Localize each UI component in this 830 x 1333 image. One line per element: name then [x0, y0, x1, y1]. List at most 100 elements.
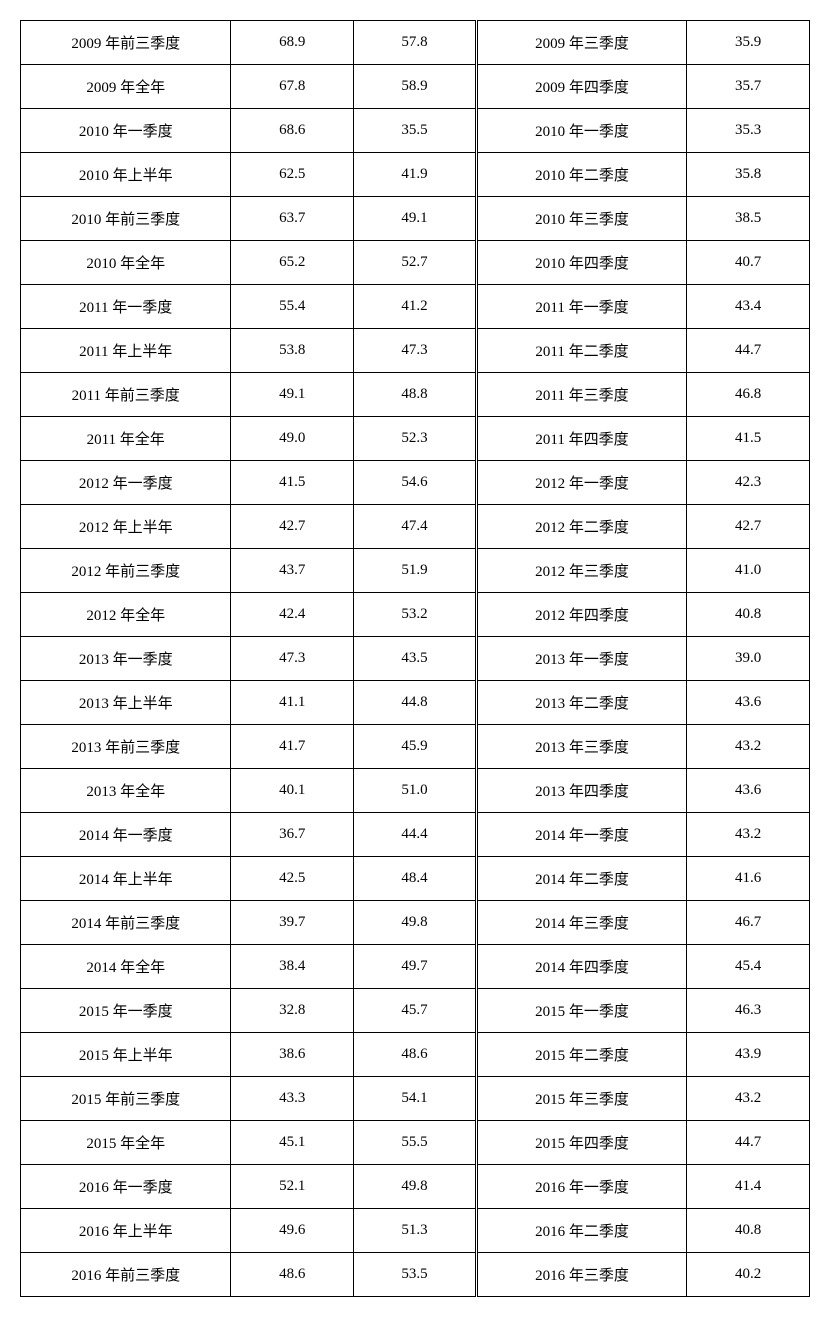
value-col5: 43.2: [687, 725, 810, 769]
value-col3: 49.8: [354, 1165, 477, 1209]
value-col5: 43.2: [687, 1077, 810, 1121]
table-row: 2014 年前三季度39.749.82014 年三季度46.7: [21, 901, 810, 945]
period-quarter-label: 2009 年四季度: [476, 65, 686, 109]
table-row: 2013 年一季度47.343.52013 年一季度39.0: [21, 637, 810, 681]
period-quarter-label: 2010 年四季度: [476, 241, 686, 285]
value-col3: 58.9: [354, 65, 477, 109]
value-col3: 48.8: [354, 373, 477, 417]
value-col2: 38.4: [231, 945, 354, 989]
table-row: 2012 年上半年42.747.42012 年二季度42.7: [21, 505, 810, 549]
table-row: 2011 年上半年53.847.32011 年二季度44.7: [21, 329, 810, 373]
value-col5: 43.6: [687, 681, 810, 725]
value-col2: 42.4: [231, 593, 354, 637]
value-col3: 41.9: [354, 153, 477, 197]
period-cumulative-label: 2014 年一季度: [21, 813, 231, 857]
period-cumulative-label: 2016 年一季度: [21, 1165, 231, 1209]
value-col5: 42.3: [687, 461, 810, 505]
period-quarter-label: 2016 年二季度: [476, 1209, 686, 1253]
value-col2: 49.0: [231, 417, 354, 461]
value-col5: 38.5: [687, 197, 810, 241]
period-cumulative-label: 2014 年前三季度: [21, 901, 231, 945]
period-quarter-label: 2014 年一季度: [476, 813, 686, 857]
table-row: 2016 年前三季度48.653.52016 年三季度40.2: [21, 1253, 810, 1297]
period-cumulative-label: 2013 年全年: [21, 769, 231, 813]
period-cumulative-label: 2011 年一季度: [21, 285, 231, 329]
period-cumulative-label: 2011 年上半年: [21, 329, 231, 373]
value-col5: 35.9: [687, 21, 810, 65]
value-col2: 43.7: [231, 549, 354, 593]
table-row: 2016 年上半年49.651.32016 年二季度40.8: [21, 1209, 810, 1253]
value-col5: 44.7: [687, 1121, 810, 1165]
period-cumulative-label: 2016 年前三季度: [21, 1253, 231, 1297]
period-quarter-label: 2011 年一季度: [476, 285, 686, 329]
period-cumulative-label: 2016 年上半年: [21, 1209, 231, 1253]
table-row: 2013 年上半年41.144.82013 年二季度43.6: [21, 681, 810, 725]
value-col3: 54.1: [354, 1077, 477, 1121]
table-row: 2015 年全年45.155.52015 年四季度44.7: [21, 1121, 810, 1165]
table-row: 2014 年全年38.449.72014 年四季度45.4: [21, 945, 810, 989]
value-col2: 38.6: [231, 1033, 354, 1077]
period-cumulative-label: 2013 年一季度: [21, 637, 231, 681]
period-cumulative-label: 2012 年上半年: [21, 505, 231, 549]
period-quarter-label: 2015 年二季度: [476, 1033, 686, 1077]
value-col2: 45.1: [231, 1121, 354, 1165]
value-col3: 51.0: [354, 769, 477, 813]
period-cumulative-label: 2015 年前三季度: [21, 1077, 231, 1121]
value-col2: 41.5: [231, 461, 354, 505]
table-row: 2014 年上半年42.548.42014 年二季度41.6: [21, 857, 810, 901]
value-col2: 39.7: [231, 901, 354, 945]
value-col2: 49.6: [231, 1209, 354, 1253]
period-cumulative-label: 2014 年上半年: [21, 857, 231, 901]
value-col5: 40.8: [687, 593, 810, 637]
period-cumulative-label: 2013 年上半年: [21, 681, 231, 725]
period-quarter-label: 2013 年四季度: [476, 769, 686, 813]
period-cumulative-label: 2014 年全年: [21, 945, 231, 989]
value-col5: 40.7: [687, 241, 810, 285]
table-row: 2010 年一季度68.635.52010 年一季度35.3: [21, 109, 810, 153]
period-quarter-label: 2009 年三季度: [476, 21, 686, 65]
value-col2: 68.6: [231, 109, 354, 153]
table-body: 2009 年前三季度68.957.82009 年三季度35.92009 年全年6…: [21, 21, 810, 1297]
value-col3: 55.5: [354, 1121, 477, 1165]
value-col2: 68.9: [231, 21, 354, 65]
period-quarter-label: 2012 年三季度: [476, 549, 686, 593]
value-col5: 43.9: [687, 1033, 810, 1077]
period-quarter-label: 2015 年一季度: [476, 989, 686, 1033]
table-row: 2010 年上半年62.541.92010 年二季度35.8: [21, 153, 810, 197]
period-quarter-label: 2014 年二季度: [476, 857, 686, 901]
value-col5: 35.8: [687, 153, 810, 197]
value-col5: 41.5: [687, 417, 810, 461]
period-cumulative-label: 2012 年前三季度: [21, 549, 231, 593]
value-col2: 47.3: [231, 637, 354, 681]
period-cumulative-label: 2011 年前三季度: [21, 373, 231, 417]
value-col3: 51.9: [354, 549, 477, 593]
table-row: 2014 年一季度36.744.42014 年一季度43.2: [21, 813, 810, 857]
value-col3: 53.2: [354, 593, 477, 637]
value-col5: 46.7: [687, 901, 810, 945]
table-row: 2009 年前三季度68.957.82009 年三季度35.9: [21, 21, 810, 65]
value-col5: 44.7: [687, 329, 810, 373]
value-col3: 48.6: [354, 1033, 477, 1077]
table-row: 2011 年全年49.052.32011 年四季度41.5: [21, 417, 810, 461]
value-col2: 41.1: [231, 681, 354, 725]
table-row: 2012 年全年42.453.22012 年四季度40.8: [21, 593, 810, 637]
table-row: 2011 年前三季度49.148.82011 年三季度46.8: [21, 373, 810, 417]
value-col5: 46.3: [687, 989, 810, 1033]
value-col2: 40.1: [231, 769, 354, 813]
table-row: 2013 年全年40.151.02013 年四季度43.6: [21, 769, 810, 813]
value-col3: 51.3: [354, 1209, 477, 1253]
value-col5: 41.4: [687, 1165, 810, 1209]
value-col5: 40.8: [687, 1209, 810, 1253]
period-quarter-label: 2010 年三季度: [476, 197, 686, 241]
period-cumulative-label: 2010 年前三季度: [21, 197, 231, 241]
value-col5: 41.6: [687, 857, 810, 901]
period-quarter-label: 2015 年三季度: [476, 1077, 686, 1121]
table-row: 2016 年一季度52.149.82016 年一季度41.4: [21, 1165, 810, 1209]
table-row: 2012 年前三季度43.751.92012 年三季度41.0: [21, 549, 810, 593]
value-col3: 47.4: [354, 505, 477, 549]
value-col3: 54.6: [354, 461, 477, 505]
value-col2: 52.1: [231, 1165, 354, 1209]
period-quarter-label: 2011 年四季度: [476, 417, 686, 461]
table-row: 2012 年一季度41.554.62012 年一季度42.3: [21, 461, 810, 505]
table-row: 2013 年前三季度41.745.92013 年三季度43.2: [21, 725, 810, 769]
